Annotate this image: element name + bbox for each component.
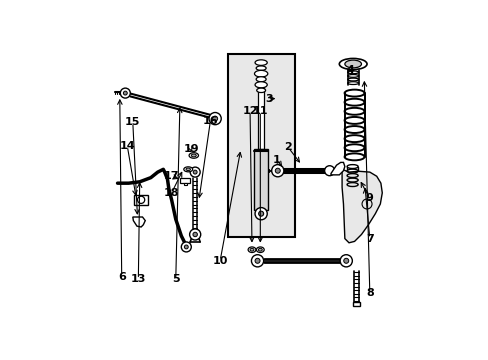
Ellipse shape: [256, 66, 265, 70]
Text: 17: 17: [163, 171, 179, 181]
Bar: [180, 177, 190, 183]
Circle shape: [137, 196, 144, 203]
Text: 7: 7: [365, 234, 373, 244]
Polygon shape: [133, 217, 145, 227]
Circle shape: [271, 165, 284, 177]
Ellipse shape: [344, 60, 361, 68]
Bar: [183, 183, 187, 185]
Text: 11: 11: [252, 106, 267, 116]
Text: 3: 3: [264, 94, 272, 104]
Bar: [228, 54, 294, 237]
Polygon shape: [342, 169, 382, 243]
Text: 6: 6: [118, 271, 125, 282]
Text: 13: 13: [130, 274, 146, 284]
Ellipse shape: [191, 154, 196, 157]
Text: 9: 9: [365, 193, 373, 203]
Ellipse shape: [256, 247, 264, 252]
Circle shape: [324, 166, 334, 176]
Text: 19: 19: [183, 144, 199, 154]
Ellipse shape: [258, 248, 262, 251]
Ellipse shape: [185, 168, 190, 171]
Text: 12: 12: [242, 106, 257, 116]
Circle shape: [123, 91, 127, 95]
Circle shape: [343, 258, 348, 263]
Circle shape: [212, 116, 217, 121]
Circle shape: [255, 258, 260, 263]
Text: 5: 5: [172, 274, 179, 284]
Circle shape: [275, 168, 280, 173]
Circle shape: [189, 229, 200, 240]
Ellipse shape: [249, 248, 253, 251]
Text: 2: 2: [284, 142, 291, 152]
Ellipse shape: [189, 153, 198, 158]
Circle shape: [193, 170, 197, 174]
Ellipse shape: [255, 60, 267, 66]
Ellipse shape: [256, 77, 265, 82]
Text: 4: 4: [346, 64, 354, 75]
Text: 18: 18: [163, 188, 179, 198]
Circle shape: [184, 245, 188, 249]
Circle shape: [255, 208, 267, 220]
Text: 14: 14: [119, 141, 135, 151]
Bar: [352, 302, 359, 306]
Ellipse shape: [183, 167, 192, 172]
Text: 16: 16: [202, 116, 218, 126]
Circle shape: [208, 112, 221, 125]
Text: 1: 1: [272, 155, 280, 165]
Ellipse shape: [339, 58, 366, 69]
Bar: [254, 149, 267, 210]
Polygon shape: [330, 162, 344, 175]
Circle shape: [190, 167, 200, 177]
Ellipse shape: [254, 70, 267, 77]
Circle shape: [251, 255, 263, 267]
Text: 15: 15: [125, 117, 140, 127]
Bar: [134, 195, 148, 205]
Ellipse shape: [255, 82, 267, 88]
Circle shape: [258, 211, 263, 216]
Circle shape: [193, 232, 197, 237]
Circle shape: [361, 199, 371, 209]
Circle shape: [120, 88, 130, 98]
Circle shape: [340, 255, 352, 267]
Circle shape: [181, 242, 191, 252]
Text: 10: 10: [212, 256, 227, 266]
Ellipse shape: [247, 247, 255, 252]
Ellipse shape: [256, 88, 265, 93]
Bar: [257, 82, 264, 149]
Text: 8: 8: [365, 288, 373, 298]
